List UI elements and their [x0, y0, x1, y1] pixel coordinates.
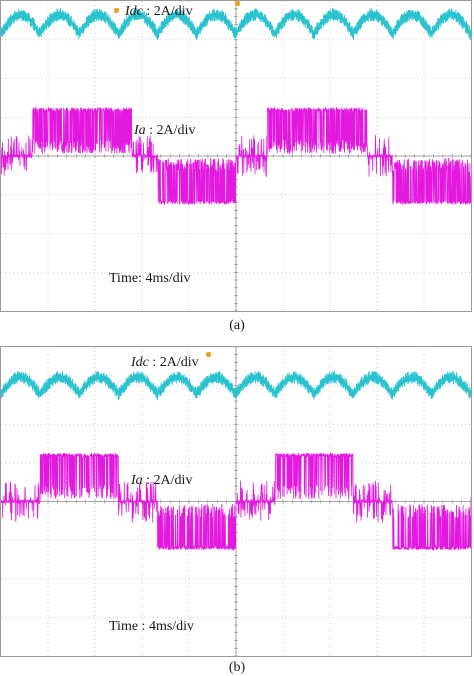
idc-scale: : 2A/div: [148, 355, 199, 370]
trigger-marker-icon: [114, 8, 119, 13]
idc-trace: [1, 370, 471, 400]
idc-var: Idc: [131, 355, 149, 370]
ia-var: Ia: [131, 473, 143, 488]
scope-panel-a: Idc : 2A/div Ia : 2A/div Time: 4ms/div: [0, 0, 472, 312]
ia-label: Ia : 2A/div: [134, 123, 195, 139]
idc-trace: [1, 8, 471, 41]
trigger-marker-icon: [206, 352, 211, 357]
ia-scale: : 2A/div: [145, 123, 196, 138]
idc-var: Idc: [125, 4, 143, 19]
caption-a: (a): [229, 318, 245, 333]
time-label: Time: 4ms/div: [109, 271, 191, 286]
idc-label: Idc : 2A/div: [125, 4, 193, 20]
ia-trace: [1, 451, 471, 552]
caption-b: (b): [228, 660, 246, 675]
ia-trace: [1, 106, 471, 206]
idc-scale: : 2A/div: [142, 4, 193, 19]
ia-var: Ia: [134, 123, 146, 138]
scope-panel-b: Idc : 2A/div Ia : 2A/div Time : 4ms/div: [0, 346, 472, 657]
idc-label: Idc : 2A/div: [131, 355, 199, 371]
oscilloscope-plot-a: [1, 1, 471, 311]
oscilloscope-plot-b: [1, 347, 471, 656]
time-label: Time : 4ms/div: [109, 619, 195, 634]
trigger-marker-icon: [235, 1, 240, 6]
ia-label: Ia : 2A/div: [131, 473, 192, 489]
ia-scale: : 2A/div: [142, 473, 193, 488]
